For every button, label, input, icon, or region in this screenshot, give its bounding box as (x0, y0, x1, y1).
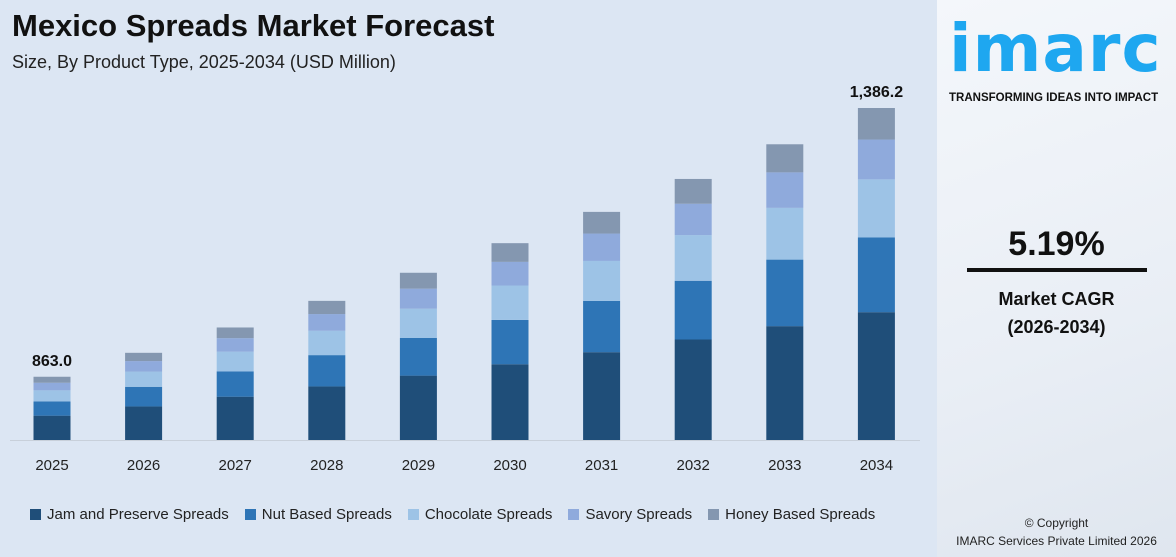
bar-segment (33, 415, 71, 440)
bar-segment (33, 401, 71, 416)
legend-label: Honey Based Spreads (725, 506, 876, 523)
bar-segment (857, 237, 895, 313)
bar-segment (308, 386, 346, 440)
imarc-logo: imarc (949, 10, 1162, 87)
copyright-text: © Copyright (1024, 516, 1089, 530)
legend-swatch (568, 509, 580, 520)
bar-segment (583, 300, 621, 353)
bar-segment (583, 233, 621, 261)
side-panel: imarc TRANSFORMING IDEAS INTO IMPACT 5.1… (937, 0, 1176, 557)
x-tick-label: 2029 (402, 457, 435, 474)
bar-segment (216, 371, 254, 397)
x-tick-label: 2032 (677, 457, 710, 474)
bar-segment (491, 285, 529, 320)
cagr-period: (2026-2034) (1007, 317, 1106, 337)
legend-item: Chocolate Spreads (407, 506, 553, 523)
legend-item: Nut Based Spreads (244, 506, 392, 523)
bar-segment (216, 338, 254, 352)
bar-segment (125, 371, 163, 387)
legend-item: Honey Based Spreads (708, 506, 875, 523)
bar-segment (674, 280, 712, 340)
bar-segment (216, 396, 254, 440)
bar-segment (674, 203, 712, 236)
bar-segment (33, 382, 71, 391)
bar-segment (216, 351, 254, 372)
bar-segment (399, 308, 437, 338)
bar-segment (308, 355, 346, 387)
legend-swatch (708, 509, 720, 520)
bar-segment (399, 288, 437, 309)
bar-segment (766, 172, 804, 208)
legend-swatch (244, 509, 256, 520)
bar-segment (399, 337, 437, 376)
stacked-bar-chart: 2025 863.0 2026 2027 2028 2029 2030 2031 2032 203… (10, 84, 920, 474)
bar-segment (674, 339, 712, 440)
bar-segment (674, 178, 712, 204)
bar-segment (33, 390, 71, 402)
legend-label: Nut Based Spreads (261, 506, 392, 523)
bar-segment (766, 144, 804, 173)
bar-segment (399, 272, 437, 289)
chart-subtitle: Size, By Product Type, 2025-2034 (USD Mi… (12, 52, 396, 72)
bar-segment (399, 375, 437, 440)
bar-segment (766, 326, 804, 440)
legend: Jam and Preserve Spreads Nut Based Spread… (30, 506, 875, 523)
x-tick-label: 2028 (310, 457, 343, 474)
bar-segment (125, 352, 163, 362)
bar-segment (33, 376, 71, 383)
bar-segment (583, 352, 621, 440)
bar-segment (857, 179, 895, 238)
cagr-value: 5.19% (1008, 225, 1105, 263)
cagr-label-text: Market CAGR (998, 289, 1115, 309)
bar-segment (491, 243, 529, 262)
bar-segment (125, 361, 163, 372)
legend-label: Savory Spreads (585, 506, 693, 523)
x-tick-label: 2027 (219, 457, 252, 474)
logo-tagline: TRANSFORMING IDEAS INTO IMPACT (949, 92, 1159, 104)
bar-segment (491, 261, 529, 286)
x-tick-label: 2025 (35, 457, 68, 474)
x-tick-label: 2026 (127, 457, 160, 474)
bar-segment (857, 312, 895, 440)
bar-segment (308, 330, 346, 356)
divider (967, 268, 1147, 272)
bar-segment (583, 211, 621, 234)
bar-segment (583, 260, 621, 301)
chart-title: Mexico Spreads Market Forecast (12, 8, 495, 43)
company-name: IMARC Services Private Limited 2026 (956, 534, 1157, 548)
bar-segment (491, 364, 529, 440)
bar-segment (125, 386, 163, 407)
legend-label: Jam and Preserve Spreads (47, 506, 229, 523)
copyright: © Copyright IMARC Services Private Limite… (937, 514, 1176, 550)
bar-segment (308, 300, 346, 315)
legend-item: Jam and Preserve Spreads (30, 506, 229, 523)
bar-segment (216, 327, 254, 339)
bar-segment (766, 259, 804, 327)
bar-segment (125, 406, 163, 440)
bar-segment (857, 108, 895, 140)
legend-swatch (30, 509, 41, 520)
bar-segment (857, 139, 895, 180)
legend-label: Chocolate Spreads (424, 506, 553, 523)
legend-swatch (407, 509, 419, 520)
bar-segment (491, 319, 529, 365)
total-label: 863.0 (32, 353, 72, 370)
bar-segment (308, 314, 346, 331)
total-label: 1,386.2 (850, 84, 903, 101)
x-tick-label: 2033 (768, 457, 801, 474)
x-tick-label: 2034 (860, 457, 893, 474)
bar-segment (674, 235, 712, 281)
bar-segment (766, 207, 804, 260)
legend-item: Savory Spreads (568, 506, 692, 523)
x-tick-label: 2030 (493, 457, 526, 474)
x-tick-label: 2031 (585, 457, 618, 474)
cagr-label: Market CAGR (2026-2034) (937, 285, 1176, 341)
